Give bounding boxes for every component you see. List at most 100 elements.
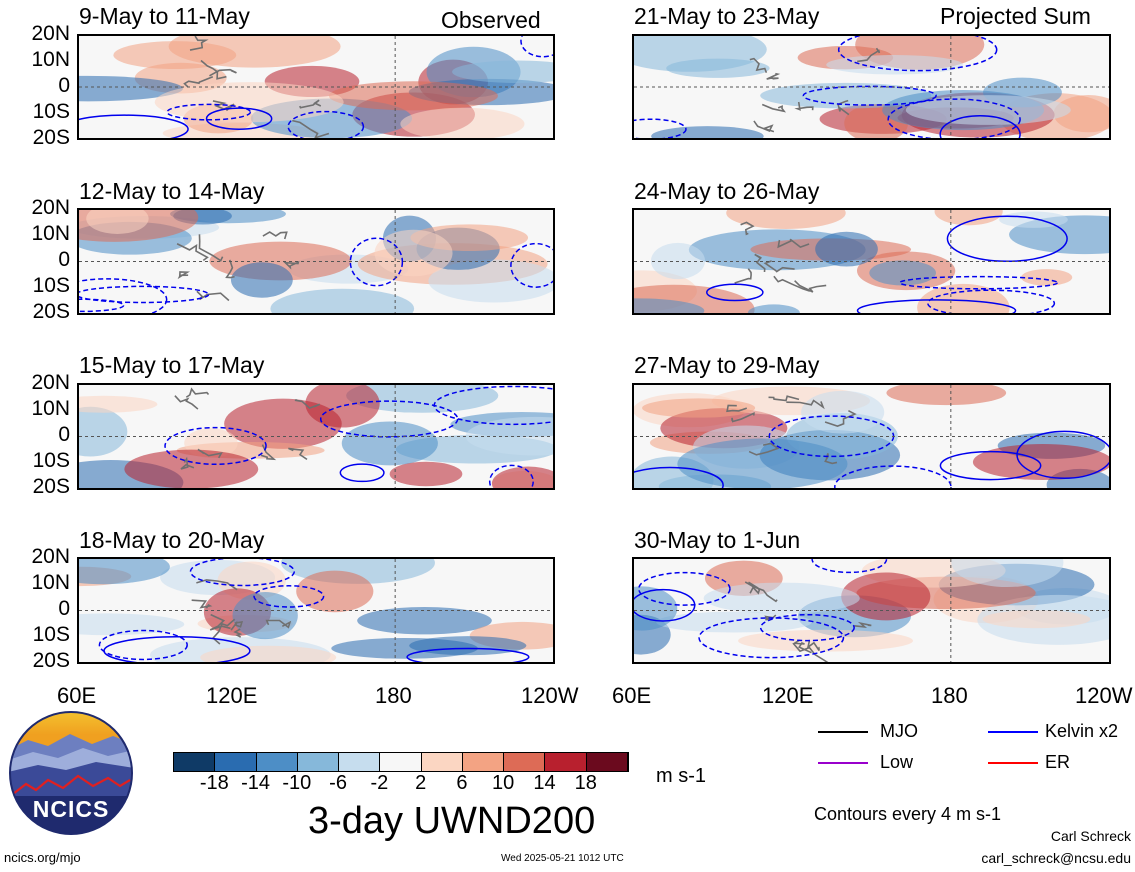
footer-email[interactable]: carl_schreck@ncsu.edu	[981, 850, 1131, 866]
colorbar-swatch	[256, 753, 298, 771]
kelvin-contour	[79, 278, 168, 313]
y-tick-label: 0	[58, 248, 70, 271]
wind-anomaly-blob	[738, 629, 914, 652]
wind-anomaly-blob	[826, 55, 963, 75]
y-tick-label: 0	[58, 74, 70, 97]
wind-anomaly-blob	[328, 81, 498, 111]
coastline	[294, 399, 321, 410]
wind-anomaly-blob	[270, 288, 415, 313]
footer-timestamp: Wed 2025-05-21 1012 UTC	[501, 853, 624, 864]
wind-anomaly-blob	[409, 636, 527, 656]
wind-anomaly-blob	[760, 82, 932, 109]
kelvin-contour	[520, 36, 553, 58]
coastline	[225, 259, 235, 279]
kelvin-contour	[166, 103, 252, 121]
wind-anomaly-blob	[999, 211, 1068, 228]
wind-anomaly-blob	[656, 611, 812, 633]
kelvin-contour	[349, 237, 404, 287]
coastline	[176, 243, 209, 262]
wind-anomaly-blob	[400, 107, 525, 138]
wind-anomaly-blob	[917, 283, 1010, 313]
coastline	[754, 253, 766, 273]
kelvin-contour	[706, 283, 764, 302]
kelvin-contour	[856, 299, 1017, 313]
wind-anomaly-blob	[79, 75, 183, 102]
coastline	[773, 275, 811, 292]
footer-url[interactable]: ncics.org/mjo	[4, 850, 81, 865]
coastline	[196, 290, 230, 302]
kelvin-contour	[939, 115, 1021, 138]
x-tick-left-60e: 60E	[57, 683, 97, 708]
y-tick-label: 10S	[32, 449, 70, 472]
y-tick-label: 10N	[31, 397, 70, 420]
y-tick-label: 10S	[32, 100, 70, 123]
y-tick-label: 10N	[31, 222, 70, 245]
coastline	[749, 57, 768, 73]
kelvin-contour	[802, 85, 937, 106]
coastline	[265, 619, 292, 629]
coastline	[794, 280, 827, 293]
wind-anomaly-blob	[113, 41, 237, 70]
colorbar-swatch	[380, 753, 422, 771]
coastline	[761, 103, 787, 113]
coastline	[763, 260, 795, 273]
colorbar	[173, 752, 629, 772]
coastline	[230, 620, 244, 631]
wind-anomaly-blob	[801, 390, 885, 434]
map-panel-2	[77, 208, 555, 315]
colorbar-swatch	[421, 753, 463, 771]
map-panel-1	[77, 34, 555, 140]
legend-label-low: Low	[880, 752, 914, 772]
map-panel-7	[632, 383, 1111, 490]
wind-anomaly-blob	[634, 36, 767, 72]
coastline	[748, 581, 761, 595]
wind-anomaly-blob	[200, 645, 337, 662]
kelvin-contour	[406, 647, 530, 662]
coastline	[177, 271, 191, 280]
legend-label-mjo: MJO	[880, 721, 918, 741]
wind-anomaly-blob	[650, 242, 706, 280]
x-tick-right-120w: 120W	[1075, 685, 1133, 707]
wind-anomaly-blob	[357, 606, 492, 635]
contour-note: Contours every 4 m s-1	[814, 804, 1002, 824]
kelvin-contour	[189, 559, 296, 587]
wind-anomaly-blob	[642, 398, 756, 418]
colorbar-tick: -18	[199, 772, 229, 794]
wind-anomaly-blob	[703, 582, 860, 614]
panel-title-2: 12-May to 14-May	[79, 178, 265, 204]
legend-line-kelvin	[988, 731, 1038, 733]
legend-label-kelvin: Kelvin x2	[1045, 721, 1119, 741]
coastline	[777, 238, 810, 249]
y-tick-label: 10S	[32, 623, 70, 646]
coastline	[189, 36, 209, 51]
wind-anomaly-blob	[79, 613, 185, 636]
panel-title-3: 15-May to 17-May	[79, 352, 265, 378]
panel-title-7: 27-May to 29-May	[634, 352, 820, 378]
wind-anomaly-blob	[726, 210, 846, 229]
ncics-logo: NCICS	[8, 710, 134, 836]
wind-anomaly-blob	[815, 231, 878, 267]
wind-anomaly-blob	[982, 610, 1091, 629]
y-tick-label: 10N	[31, 48, 70, 71]
coastline	[262, 231, 288, 240]
wind-anomaly-blob	[841, 572, 931, 621]
y-tick-label: 20N	[31, 22, 70, 45]
coastline	[806, 640, 820, 651]
coastline	[197, 448, 223, 459]
colorbar-tick: 18	[574, 772, 597, 794]
legend-line-low	[818, 762, 868, 764]
kelvin-contour	[834, 465, 952, 488]
y-tick-label: 10S	[32, 274, 70, 297]
coastline	[748, 442, 780, 456]
colorbar-swatch	[545, 753, 587, 771]
y-tick-label: 0	[58, 423, 70, 446]
wind-anomaly-blob	[1021, 269, 1073, 286]
kelvin-contour	[287, 110, 365, 138]
panel-title-1: 9-May to 11-May	[79, 3, 250, 29]
wind-anomaly-blob	[428, 259, 553, 303]
coastline	[191, 599, 213, 609]
coastline	[731, 412, 755, 423]
colorbar-tick: -14	[241, 772, 270, 794]
kelvin-contour	[79, 298, 125, 313]
kelvin-contour	[698, 617, 845, 659]
